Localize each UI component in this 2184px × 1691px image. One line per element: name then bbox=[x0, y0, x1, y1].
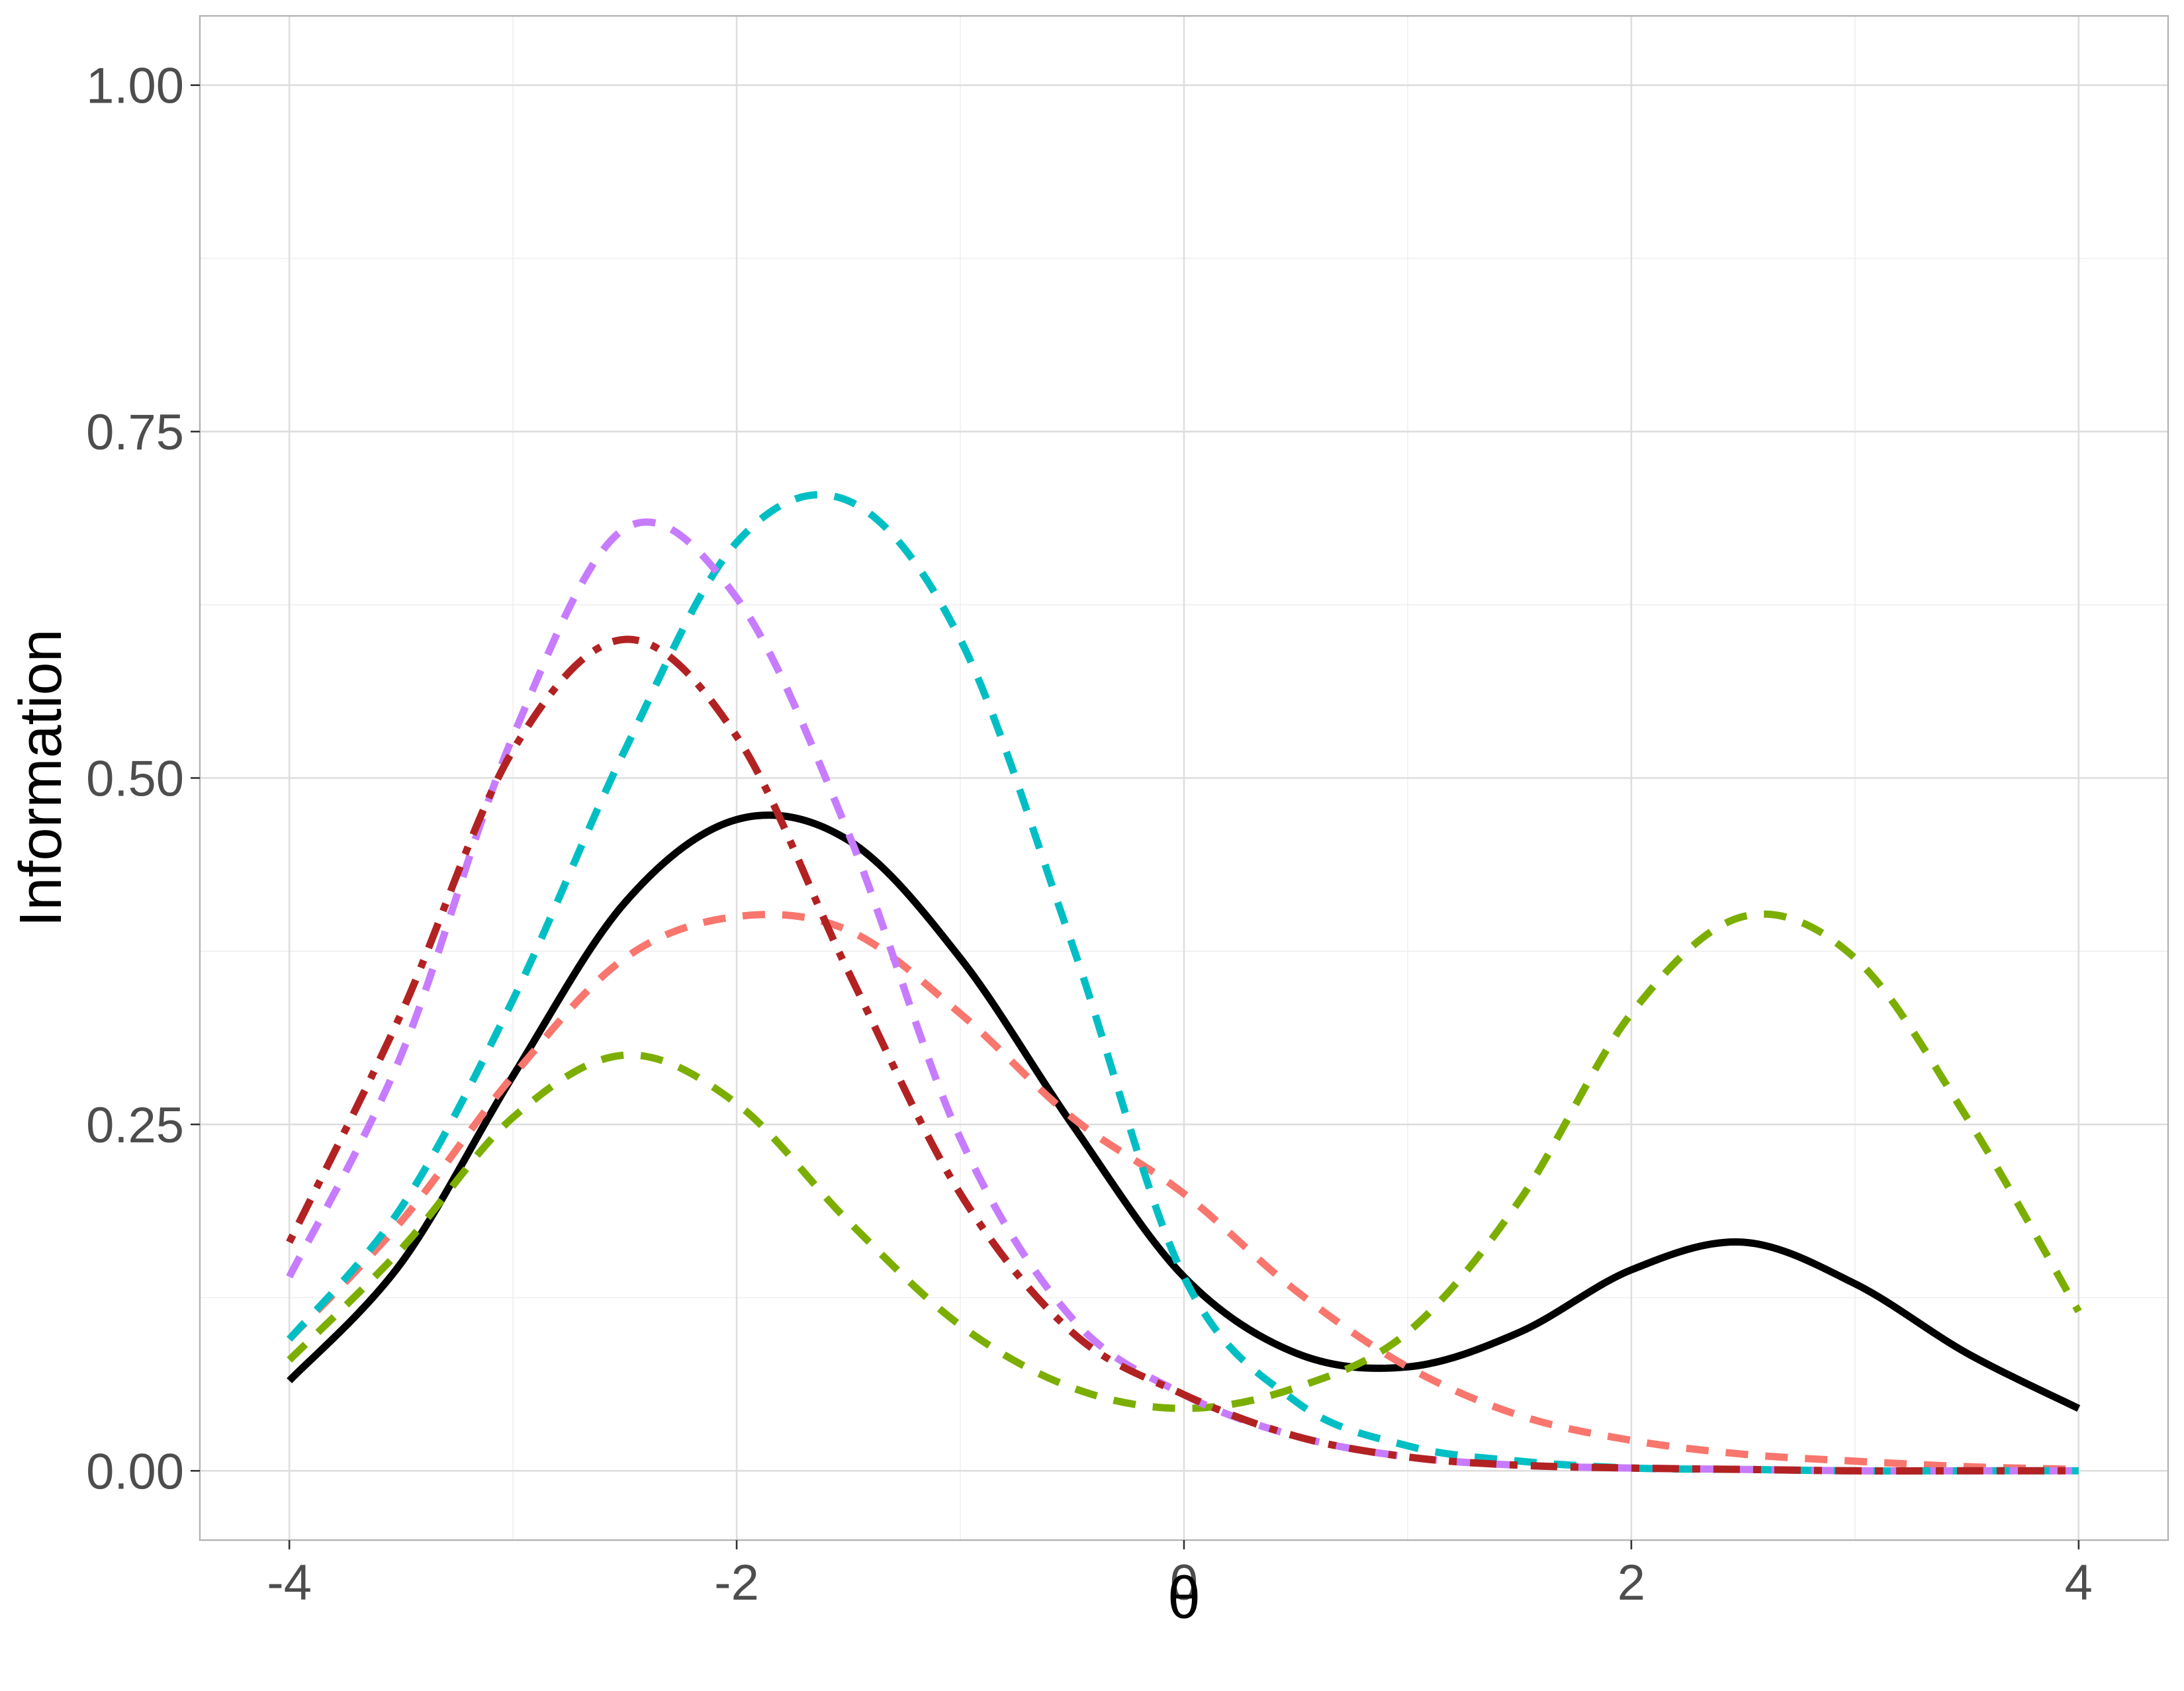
y-tick-label: 0.75 bbox=[86, 404, 184, 461]
y-tick-label: 1.00 bbox=[86, 58, 184, 114]
series-line-1 bbox=[287, 811, 2081, 1412]
y-tick-label: 0.00 bbox=[86, 1443, 184, 1500]
x-tick-label: 4 bbox=[2065, 1555, 2093, 1611]
x-tick-label: -2 bbox=[714, 1555, 759, 1611]
x-tick-label: 0 bbox=[1170, 1555, 1198, 1611]
series-line-3 bbox=[287, 910, 2082, 1412]
y-tick-label: 0.25 bbox=[86, 1097, 184, 1154]
series-line-6 bbox=[286, 635, 2079, 1475]
y-axis-title: Information bbox=[8, 629, 74, 927]
y-axis-ticks: 0.00 0.25 0.50 0.75 1.00 bbox=[86, 58, 200, 1500]
x-tick-label: -4 bbox=[267, 1555, 312, 1611]
series-line-5 bbox=[286, 518, 2079, 1475]
x-axis-ticks: -4 -2 0 2 4 bbox=[267, 1540, 2093, 1611]
x-tick-label: 2 bbox=[1617, 1555, 1645, 1611]
series-layer bbox=[286, 490, 2082, 1475]
x-axis-title: θ bbox=[1167, 1565, 1201, 1631]
y-tick-label: 0.50 bbox=[86, 751, 184, 807]
